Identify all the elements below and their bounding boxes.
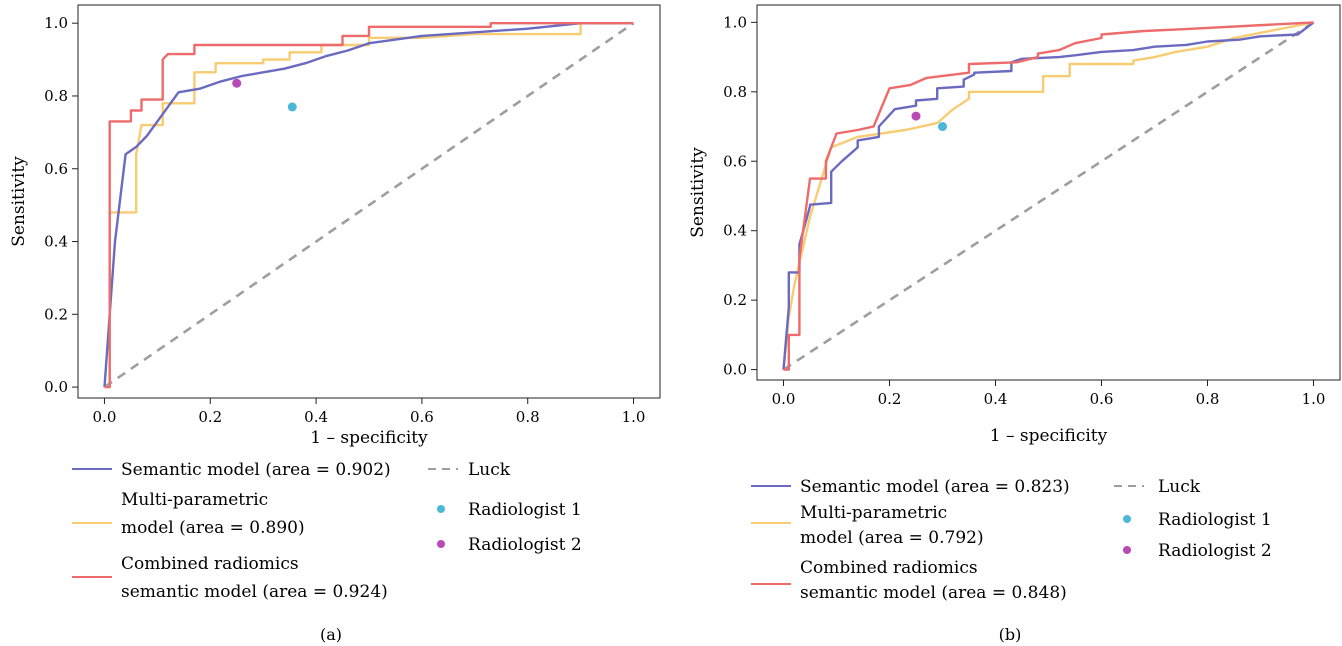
series-line-combined (783, 21, 1314, 371)
legend-semantic: Semantic model (area = 0.902) (121, 460, 391, 480)
point-radiologist1 (938, 122, 947, 132)
legend-b-radiologist2: Radiologist 2 (1158, 541, 1272, 561)
x-tick-label: 0.2 (878, 390, 902, 408)
legend-b-radiologist1: Radiologist 1 (1158, 510, 1272, 530)
x-tick-label: 0.6 (1090, 390, 1114, 408)
y-axis-label: Sensitivity (9, 156, 29, 247)
legend-marker-radiologist2 (437, 540, 445, 548)
panel-caption: (b) (999, 625, 1022, 644)
legend-b-marker-radiologist2 (1123, 546, 1131, 554)
y-tick-label: 0.0 (44, 378, 68, 396)
y-tick-label: 0.4 (44, 233, 68, 251)
x-tick-label: 0.4 (984, 390, 1008, 408)
plot-b: 0.0 0.2 0.4 0.6 0.8 1.0 0.0 0.2 0.4 0.6 0.8 1.0 1 – … (688, 4, 1341, 644)
legend-multi-line1: Multi-parametric (121, 490, 268, 510)
y-tick-label: 0.8 (44, 87, 68, 105)
x-tick-label: 0.6 (410, 408, 434, 426)
legend-luck: Luck (468, 460, 511, 480)
y-axis-label: Sensitivity (688, 147, 708, 238)
x-tick-label: 0.4 (304, 408, 328, 426)
series-line-luck (782, 21, 1315, 371)
series-line-multi (782, 21, 1314, 370)
y-tick-label: 0.4 (723, 222, 747, 240)
y-tick-label: 1.0 (723, 13, 747, 31)
y-tick-label: 0.0 (723, 361, 747, 379)
legend-radiologist2: Radiologist 2 (468, 535, 582, 555)
x-tick-label: 0.2 (198, 408, 222, 426)
legend-b-semantic: Semantic model (area = 0.823) (800, 477, 1070, 497)
x-tick-label: 0.8 (1196, 390, 1220, 408)
legend-b-multi-line1: Multi-parametric (800, 503, 947, 523)
x-tick-label: 0.0 (772, 390, 796, 408)
x-tick-label: 0.0 (93, 408, 117, 426)
y-tick-label: 0.2 (44, 305, 68, 323)
x-tick-label: 1.0 (1302, 390, 1326, 408)
series-line-combined (104, 22, 634, 389)
series-line-semantic (103, 22, 634, 388)
x-axis-label: 1 – specificity (990, 426, 1108, 446)
x-tick-label: 0.8 (516, 408, 540, 426)
legend-b: Semantic model (area = 0.823) Multi-para… (751, 477, 1272, 603)
legend-combined-line1: Combined radiomics (121, 554, 299, 574)
legend-b-luck: Luck (1158, 477, 1201, 497)
y-tick-label: 0.8 (723, 83, 747, 101)
y-tick-label: 0.6 (723, 152, 747, 170)
y-tick-label: 0.2 (723, 291, 747, 309)
y-tick-label: 1.0 (44, 14, 68, 32)
point-radiologist2 (232, 78, 242, 88)
legend-combined-line2: semantic model (area = 0.924) (121, 582, 388, 602)
series-line-semantic (782, 21, 1315, 370)
panel-b: 0.0 0.2 0.4 0.6 0.8 1.0 0.0 0.2 0.4 0.6 0.8 1.0 1 – … (688, 4, 1341, 644)
plot-frame (77, 4, 661, 399)
plot-frame (756, 4, 1341, 381)
panel-a: 0.0 0.2 0.4 0.6 0.8 1.0 0.0 0.2 0.4 0.6 0.8 1.0 1 – … (9, 4, 661, 644)
legend-marker-radiologist1 (437, 505, 445, 513)
panel-caption: (a) (320, 625, 342, 644)
x-tick-label: 1.0 (622, 408, 646, 426)
legend-b-combined-line1: Combined radiomics (800, 558, 978, 578)
legend-multi-line2: model (area = 0.890) (121, 518, 305, 538)
legend-b-marker-radiologist1 (1123, 515, 1131, 523)
legend-b-multi-line2: model (area = 0.792) (800, 528, 984, 548)
legend-radiologist1: Radiologist 1 (468, 500, 582, 520)
series-line-luck (103, 22, 635, 389)
x-axis-label: 1 – specificity (310, 428, 428, 448)
legend-b-combined-line2: semantic model (area = 0.848) (800, 583, 1067, 603)
point-radiologist1 (287, 102, 297, 112)
legend-a: Semantic model (area = 0.902) Multi-para… (72, 460, 582, 602)
y-tick-label: 0.6 (44, 160, 68, 178)
point-radiologist2 (911, 111, 921, 121)
series-line-multi (104, 22, 634, 389)
plot-a: 0.0 0.2 0.4 0.6 0.8 1.0 0.0 0.2 0.4 0.6 0.8 1.0 1 – … (9, 4, 661, 644)
